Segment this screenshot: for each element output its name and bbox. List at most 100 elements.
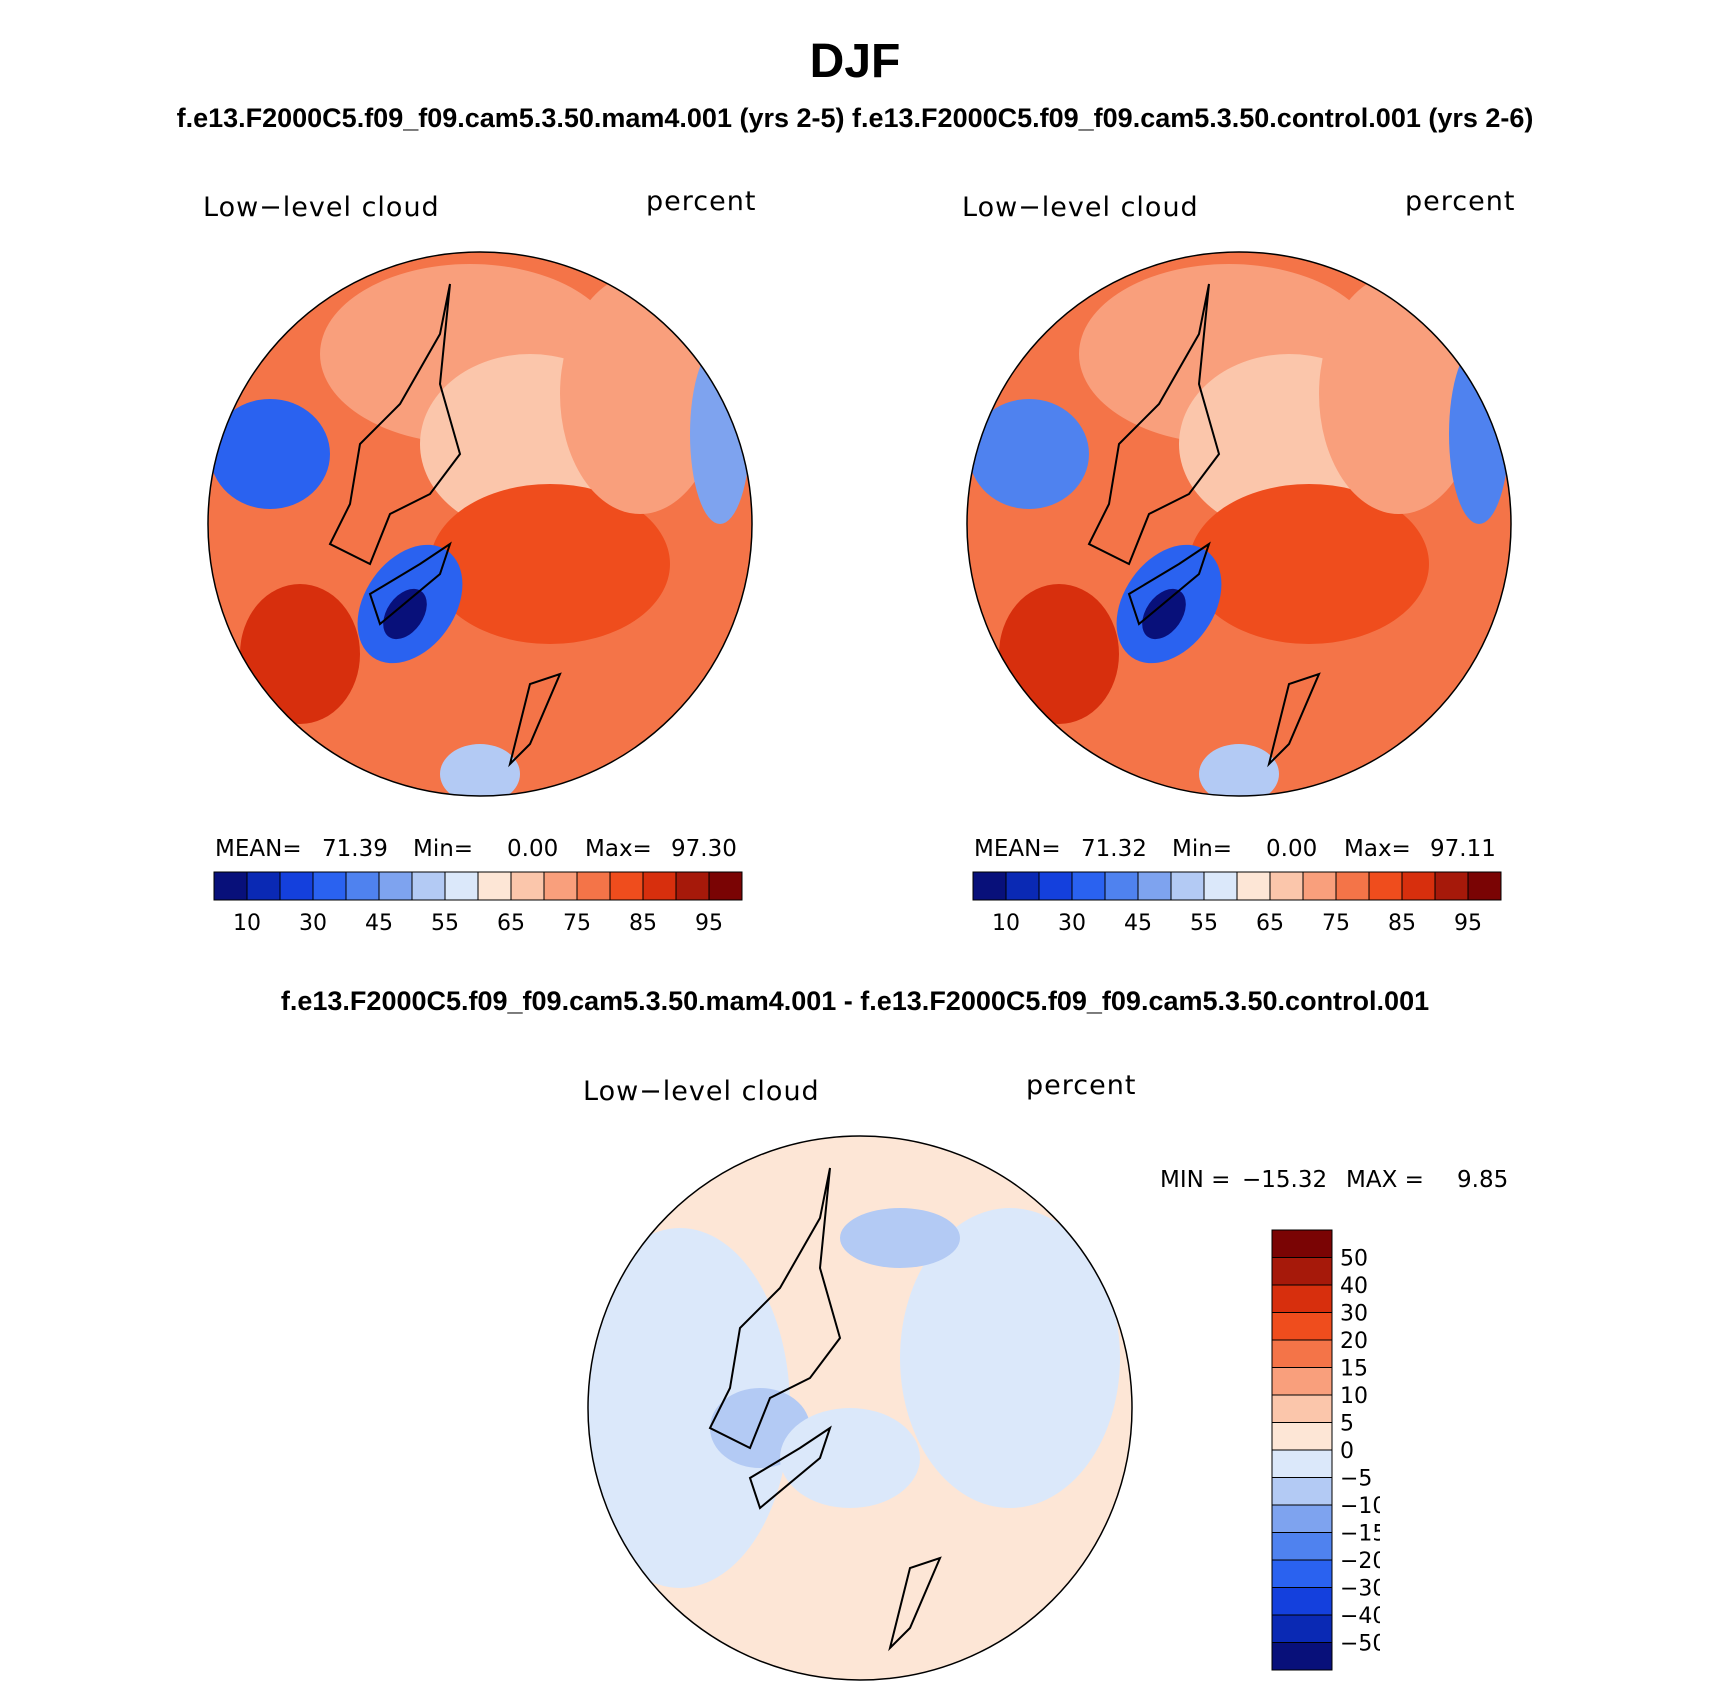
panel2-colorbar-tick-label: 55	[1190, 911, 1218, 936]
panel1-colorbar-swatch	[642, 871, 677, 901]
panel1-colorbar-swatch	[708, 871, 743, 901]
panel1-colorbar-swatch	[543, 871, 578, 901]
difference-colorbar-tick-label: −50	[1340, 1632, 1380, 1657]
difference-title: f.e13.F2000C5.f09_f09.cam5.3.50.mam4.001…	[280, 986, 1430, 1016]
panel1-units-label: percent	[646, 186, 757, 217]
difference-colorbar-swatch	[1271, 1257, 1333, 1286]
panel2-colorbar-swatch	[1302, 871, 1337, 901]
panel1-min-label: Min=	[413, 836, 474, 862]
panel1-colorbar-tick-label: 75	[563, 911, 591, 936]
panel1-colorbar-swatch	[444, 871, 479, 901]
difference-colorbar-swatch	[1271, 1449, 1333, 1478]
difference-colorbar-tick-label: 0	[1340, 1439, 1354, 1464]
panel2-colorbar-swatch	[1401, 871, 1436, 901]
panel1-colorbar-tick-label: 85	[629, 911, 657, 936]
panel2-variable-label: Low−level cloud	[962, 192, 1199, 223]
panel2-colorbar-swatch	[1137, 871, 1172, 901]
panel1-max-label: Max=	[585, 836, 652, 862]
panel2-colorbar-tick-label: 45	[1124, 911, 1152, 936]
difference-colorbar-tick-label: −20	[1340, 1549, 1380, 1574]
panel2-min-value: 0.00	[1266, 836, 1318, 862]
difference-colorbar-tick-label: 40	[1340, 1274, 1368, 1299]
panel2-stats: MEAN= 71.32 Min= 0.00 Max= 97.11	[974, 836, 1514, 866]
panel1-colorbar-swatch	[345, 871, 380, 901]
panel2-colorbar-swatch	[1071, 871, 1106, 901]
difference-colorbar-swatch	[1271, 1394, 1333, 1423]
panel2-colorbar-tick-label: 65	[1256, 911, 1284, 936]
panel1-map	[207, 251, 753, 797]
panel1-colorbar-swatch	[609, 871, 644, 901]
panel2-colorbar-swatch	[1368, 871, 1403, 901]
difference-colorbar-swatch	[1271, 1339, 1333, 1368]
panel1-colorbar-tick-label: 95	[695, 911, 723, 936]
difference-colorbar-swatch	[1271, 1422, 1333, 1451]
panel2-colorbar-swatch	[1335, 871, 1370, 901]
panel1-colorbar: 10 30 45 55 65 75 85 95	[213, 871, 743, 936]
panel1-min-value: 0.00	[507, 836, 559, 862]
panel2-mean-value: 71.32	[1081, 836, 1147, 862]
panel2-mean-label: MEAN=	[974, 836, 1061, 862]
difference-colorbar-swatch	[1271, 1587, 1333, 1616]
difference-colorbar-swatch	[1271, 1642, 1333, 1671]
panel2-colorbar-swatch	[1467, 871, 1502, 901]
panel1-colorbar-swatch	[312, 871, 347, 901]
panel1-mean-label: MEAN=	[215, 836, 302, 862]
panel2-colorbar-tick-label: 85	[1388, 911, 1416, 936]
panel2-colorbar-tick-label: 95	[1454, 911, 1482, 936]
panel2-map	[966, 251, 1512, 797]
panel1-variable-label: Low−level cloud	[203, 192, 440, 223]
figure-subtitle: f.e13.F2000C5.f09_f09.cam5.3.50.mam4.001…	[176, 103, 1534, 133]
panel1-colorbar-swatch	[675, 871, 710, 901]
panel1-colorbar-swatch	[213, 871, 248, 901]
panel2-colorbar-swatch	[1203, 871, 1238, 901]
panel1-colorbar-tick-label: 65	[497, 911, 525, 936]
diff-units-label: percent	[1026, 1070, 1137, 1101]
panel1-colorbar-swatch	[378, 871, 413, 901]
panel2-max-label: Max=	[1344, 836, 1411, 862]
panel1-colorbar-tick-label: 55	[431, 911, 459, 936]
panel1-stats: MEAN= 71.39 Min= 0.00 Max= 97.30	[215, 836, 755, 866]
difference-colorbar-tick-label: −40	[1340, 1604, 1380, 1629]
difference-colorbar-tick-label: 15	[1340, 1357, 1368, 1382]
panel2-colorbar-tick-label: 30	[1058, 911, 1086, 936]
panel1-colorbar-tick-label: 30	[299, 911, 327, 936]
panel2-colorbar-swatch	[1434, 871, 1469, 901]
difference-colorbar-swatch	[1271, 1614, 1333, 1643]
difference-colorbar-tick-label: −15	[1340, 1522, 1380, 1547]
difference-map	[587, 1135, 1133, 1681]
panel1-colorbar-swatch	[510, 871, 545, 901]
difference-colorbar-tick-label: −30	[1340, 1577, 1380, 1602]
panel1-colorbar-swatch	[411, 871, 446, 901]
diff-max-value: 9.85	[1457, 1167, 1509, 1193]
diff-min-value: −15.32	[1242, 1167, 1328, 1193]
difference-colorbar-swatch	[1271, 1367, 1333, 1396]
panel2-max-value: 97.11	[1430, 836, 1496, 862]
panel2-colorbar-swatch	[972, 871, 1007, 901]
diff-min-label: MIN =	[1160, 1167, 1231, 1193]
difference-colorbar-tick-label: 5	[1340, 1412, 1354, 1437]
panel2-colorbar-tick-label: 75	[1322, 911, 1350, 936]
difference-colorbar-swatch	[1271, 1284, 1333, 1313]
panel2-colorbar-swatch	[1236, 871, 1271, 901]
difference-colorbar-tick-label: 30	[1340, 1302, 1368, 1327]
diff-max-label: MAX =	[1346, 1167, 1424, 1193]
difference-colorbar-swatch	[1271, 1312, 1333, 1341]
panel1-colorbar-tick-label: 45	[365, 911, 393, 936]
difference-colorbar-tick-label: 50	[1340, 1247, 1368, 1272]
diff-variable-label: Low−level cloud	[583, 1076, 820, 1107]
difference-colorbar-tick-label: −10	[1340, 1494, 1380, 1519]
panel2-colorbar-swatch	[1269, 871, 1304, 901]
panel2-colorbar-swatch	[1005, 871, 1040, 901]
difference-colorbar-swatch	[1271, 1504, 1333, 1533]
figure-title: DJF	[809, 35, 901, 88]
difference-colorbar-tick-label: 10	[1340, 1384, 1368, 1409]
panel2-colorbar-swatch	[1104, 871, 1139, 901]
panel2-units-label: percent	[1405, 186, 1516, 217]
diff-stats: MIN = −15.32 MAX = 9.85	[1160, 1167, 1520, 1197]
panel2-colorbar: 10 30 45 55 65 75 85 95	[972, 871, 1502, 936]
panel1-colorbar-swatch	[246, 871, 281, 901]
panel2-colorbar-swatch	[1038, 871, 1073, 901]
difference-colorbar-swatch	[1271, 1559, 1333, 1588]
difference-colorbar-swatch	[1271, 1477, 1333, 1506]
